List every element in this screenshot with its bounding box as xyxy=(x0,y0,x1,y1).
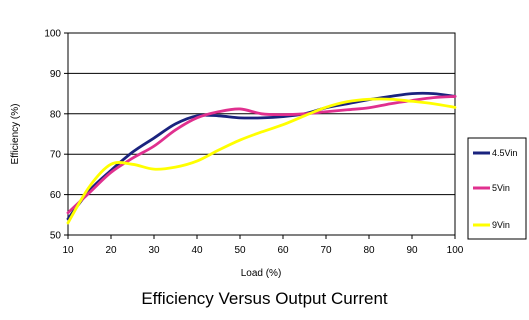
legend-label-9vin: 9Vin xyxy=(492,220,510,230)
efficiency-chart: 50 60 70 80 90 100 10 20 30 40 50 60 70 80 90 100 Effi… xyxy=(10,29,527,279)
x-tick-label: 70 xyxy=(320,245,332,256)
series-layer xyxy=(66,91,457,225)
plot-area xyxy=(67,32,456,236)
x-tick-label: 40 xyxy=(191,245,203,256)
y-tick-label: 80 xyxy=(50,109,62,120)
y-axis-title: Efficiency (%) xyxy=(10,104,21,165)
y-tick-label: 60 xyxy=(50,190,62,201)
legend: 4.5Vin 5Vin 9Vin xyxy=(467,137,527,240)
x-axis-ticks: 10 20 30 40 50 60 70 80 90 100 xyxy=(62,235,464,256)
x-tick-label: 20 xyxy=(105,245,117,256)
y-tick-label: 50 xyxy=(50,231,62,242)
legend-label-4-5vin: 4.5Vin xyxy=(492,148,517,158)
x-axis-title: Load (%) xyxy=(241,268,282,279)
series-line-5vin xyxy=(66,95,457,215)
x-tick-label: 30 xyxy=(148,245,160,256)
series-line-9vin xyxy=(66,97,457,225)
y-tick-label: 90 xyxy=(50,69,62,80)
x-tick-label: 80 xyxy=(363,245,375,256)
x-tick-label: 60 xyxy=(277,245,289,256)
y-tick-label: 100 xyxy=(44,29,61,40)
x-tick-label: 100 xyxy=(447,245,464,256)
x-tick-label: 10 xyxy=(62,245,74,256)
y-tick-label: 70 xyxy=(50,150,62,161)
x-tick-label: 50 xyxy=(234,245,246,256)
legend-label-5vin: 5Vin xyxy=(492,183,510,193)
series-line-4-5vin xyxy=(66,91,457,221)
figure-caption: Efficiency Versus Output Current xyxy=(141,289,388,308)
x-tick-label: 90 xyxy=(406,245,418,256)
y-axis-ticks: 50 60 70 80 90 100 xyxy=(44,29,68,242)
